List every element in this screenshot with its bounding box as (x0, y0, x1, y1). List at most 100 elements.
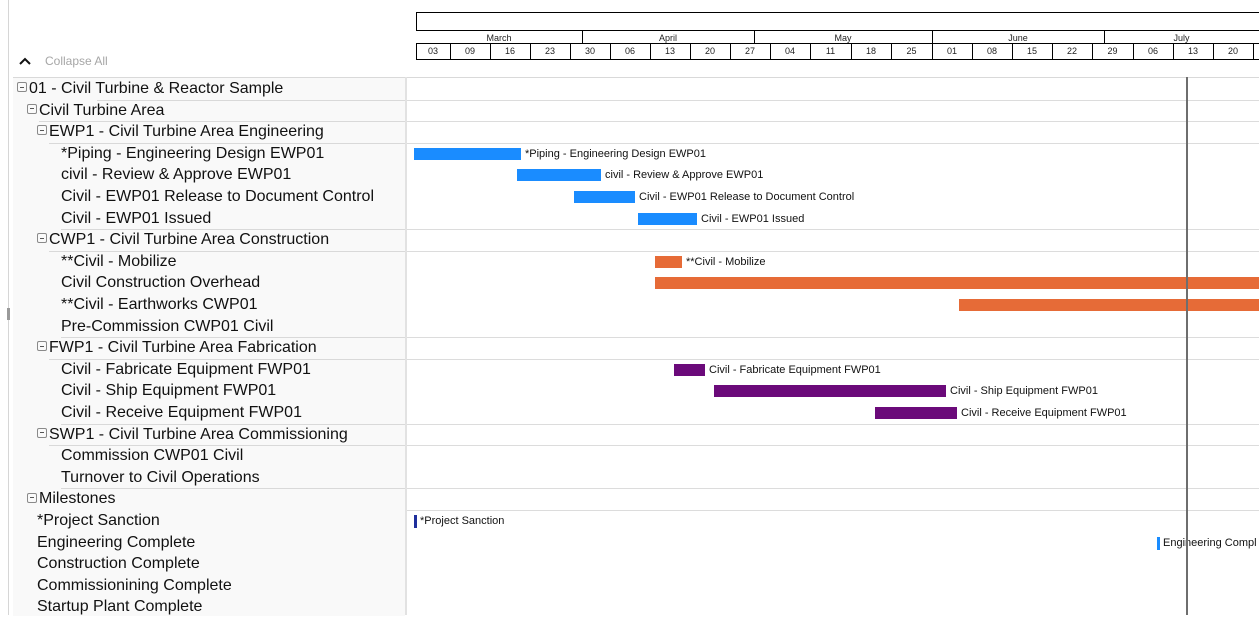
tree-task-row[interactable]: *Project Sanction (13, 510, 405, 532)
collapse-toggle-icon[interactable] (27, 492, 37, 503)
tree-task-row[interactable]: Civil - Receive Equipment FWP01 (13, 402, 405, 425)
tree-task-row[interactable]: Civil - EWP01 Release to Document Contro… (13, 186, 405, 208)
month-header: July (1173, 33, 1190, 43)
week-divider (530, 44, 531, 59)
tree-row-label: Turnover to Civil Operations (61, 468, 260, 486)
gantt-bar[interactable] (574, 191, 635, 203)
tree-task-row[interactable]: **Civil - Mobilize (13, 251, 405, 273)
week-header: 29 (1107, 46, 1118, 56)
gantt-bar[interactable] (638, 212, 697, 225)
tree-row-label: Commissionining Complete (37, 576, 232, 594)
tree-task-row[interactable]: Engineering Complete (13, 532, 405, 554)
tree-task-row[interactable]: Civil - Ship Equipment FWP01 (13, 380, 405, 402)
chart-row-line (407, 510, 1259, 511)
chevron-up-icon (18, 54, 32, 68)
gantt-bar[interactable] (714, 385, 946, 398)
week-header: 06 (1147, 46, 1158, 56)
tree-row-label: Civil Construction Overhead (61, 274, 261, 292)
tree-task-row[interactable]: Pre-Commission CWP01 Civil (13, 316, 405, 339)
timescale-top-row (416, 13, 1259, 30)
tree-task-row[interactable]: Commissionining Complete (13, 575, 405, 597)
week-divider (1092, 44, 1093, 59)
tree-task-row[interactable]: *Piping - Engineering Design EWP01 (13, 143, 405, 165)
gantt-bar[interactable] (674, 363, 705, 376)
tree-group-row[interactable]: Milestones (13, 488, 405, 510)
chart-row-line (407, 423, 1259, 425)
tree-task-row[interactable]: Construction Complete (13, 553, 405, 575)
gantt-bar-label: Civil - EWP01 Issued (701, 212, 805, 225)
tree-group-row[interactable]: FWP1 - Civil Turbine Area Fabrication (13, 337, 405, 360)
gantt-bar[interactable] (414, 147, 521, 160)
milestone-label: *Project Sanction (420, 515, 505, 527)
tree-row-label: Civil - EWP01 Issued (61, 209, 212, 227)
milestone-marker[interactable] (414, 515, 417, 528)
tree-row-label: CWP1 - Civil Turbine Area Construction (49, 231, 330, 249)
tree-task-row[interactable]: Commission CWP01 Civil (13, 445, 405, 467)
collapse-toggle-icon[interactable] (17, 82, 27, 93)
week-header: 27 (744, 46, 755, 56)
week-divider (1173, 44, 1174, 59)
gantt-bar[interactable] (875, 407, 957, 419)
row-separator (39, 121, 405, 123)
week-divider (690, 44, 691, 59)
collapse-toggle-icon[interactable] (27, 103, 37, 114)
week-header: 16 (504, 46, 515, 56)
month-divider (754, 31, 755, 44)
week-divider (770, 44, 771, 59)
gantt-bar[interactable] (655, 255, 682, 268)
gantt-bar[interactable] (517, 169, 601, 182)
collapse-toggle-icon[interactable] (37, 233, 47, 244)
month-divider (932, 31, 933, 44)
gantt-bar[interactable] (959, 299, 1259, 311)
week-divider (490, 44, 491, 59)
tree-row-label: FWP1 - Civil Turbine Area Fabrication (49, 339, 317, 357)
collapse-toggle-icon[interactable] (37, 427, 47, 438)
tree-group-row[interactable]: EWP1 - Civil Turbine Area Engineering (13, 121, 405, 144)
week-divider (1213, 44, 1214, 59)
tree-task-row[interactable]: Civil - EWP01 Issued (13, 208, 405, 231)
tree-group-row[interactable]: SWP1 - Civil Turbine Area Commissioning (13, 424, 405, 447)
tree-group-row[interactable]: 01 - Civil Turbine & Reactor Sample (13, 78, 405, 101)
week-header: 20 (1227, 46, 1238, 56)
tree-group-row[interactable]: CWP1 - Civil Turbine Area Construction (13, 229, 405, 252)
collapse-all-button[interactable]: Collapse All (18, 52, 108, 70)
milestone-label: Engineering Compl (1163, 536, 1257, 549)
tree-row-label: **Civil - Earthworks CWP01 (61, 296, 258, 313)
milestone-marker[interactable] (1157, 536, 1160, 550)
gantt-bar[interactable] (655, 277, 1259, 290)
month-header: March (486, 33, 512, 43)
tree-row-label: Commission CWP01 Civil (61, 447, 244, 465)
gantt-bar-label: Civil - Ship Equipment FWP01 (950, 385, 1098, 398)
collapse-toggle-icon[interactable] (37, 125, 47, 136)
tree-row-label: *Piping - Engineering Design EWP01 (61, 144, 325, 162)
week-header: 18 (865, 46, 876, 56)
week-divider (1253, 44, 1254, 59)
week-divider (650, 44, 651, 59)
month-divider (1104, 31, 1105, 44)
timescale-header: March April May June July 03 09 16 23 30 06 13 20 27… (416, 12, 1259, 60)
tree-task-row[interactable]: **Civil - Earthworks CWP01 (13, 294, 405, 316)
week-divider (810, 44, 811, 59)
row-separator (49, 142, 405, 144)
week-header: 04 (784, 46, 795, 56)
week-header: 11 (825, 46, 836, 56)
collapse-toggle-icon[interactable] (37, 341, 47, 352)
tree-group-row[interactable]: Civil Turbine Area (13, 100, 405, 123)
gantt-bar-label: Civil - Fabricate Equipment FWP01 (709, 363, 881, 376)
tree-row-label: Civil - Fabricate Equipment FWP01 (61, 360, 311, 378)
tree-task-row[interactable]: Turnover to Civil Operations (13, 467, 405, 490)
chart-row-line (407, 445, 1259, 447)
row-separator (61, 423, 405, 425)
tree-task-row[interactable]: Civil Construction Overhead (13, 272, 405, 294)
tree-task-row[interactable]: Civil - Fabricate Equipment FWP01 (13, 359, 405, 381)
tree-row-label: Civil Turbine Area (39, 101, 165, 119)
gantt-bar-label: **Civil - Mobilize (686, 255, 766, 268)
tree-task-row[interactable]: Startup Plant Complete (13, 596, 405, 618)
week-header: 25 (906, 46, 917, 56)
tree-row-label: Milestones (39, 490, 116, 508)
week-divider (610, 44, 611, 59)
tree-chart-divider[interactable] (405, 77, 407, 615)
week-header: 06 (624, 46, 635, 56)
splitter-grip[interactable] (7, 308, 10, 320)
tree-task-row[interactable]: civil - Review & Approve EWP01 (13, 164, 405, 186)
